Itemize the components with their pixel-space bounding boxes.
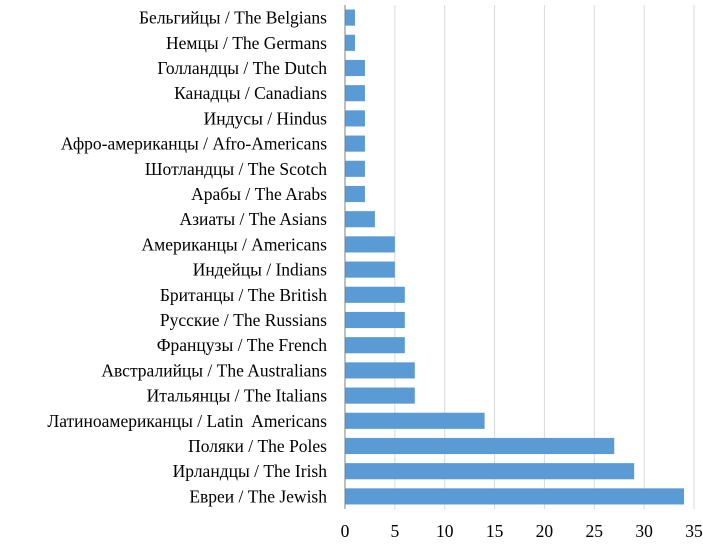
bar [345,412,485,429]
x-tick-label: 5 [390,521,399,541]
x-tick-label: 25 [586,521,604,541]
bar [345,463,635,480]
bar [345,286,405,303]
category-label: Канадцы / Canadians [174,83,327,103]
bar [345,387,415,404]
category-label: Ирландцы / The Irish [173,461,328,481]
category-label: Латиноамериканцы / Latin Americans [47,411,327,431]
bar [345,311,405,329]
category-label: Голландцы / The Dutch [157,58,327,78]
bar [345,85,365,102]
category-label: Арабы / The Arabs [191,184,327,204]
grid-lines [394,5,695,509]
category-label: Итальянцы / The Italians [147,386,328,406]
category-label: Афро-американцы / Afro-Americans [61,134,327,154]
category-label: Азиаты / The Asians [179,209,327,229]
bar [345,59,365,77]
category-label: Русские / The Russians [160,310,327,330]
category-label: Французы / The French [157,335,328,355]
x-tick-label: 30 [635,521,653,541]
category-label: Американцы / Americans [141,234,327,254]
x-tick-labels: 0 5 10 15 20 25 30 35 [341,521,703,541]
bar [345,211,375,228]
category-label: Шотландцы / The Scotch [145,159,327,179]
bar [345,261,395,278]
category-label: Британцы / The British [160,285,327,305]
category-labels: Бельгийцы / The Belgians Немцы / The Germ… [47,8,327,507]
bar [345,110,365,127]
bar [345,437,615,455]
bar [345,362,415,379]
category-label: Индейцы / Indians [193,260,327,280]
x-tick-label: 0 [341,521,350,541]
bar [345,185,365,203]
category-label: Поляки / The Poles [188,436,327,456]
category-label: Бельгийцы / The Belgians [139,8,327,28]
category-label: Евреи / The Jewish [189,486,327,506]
bar [345,337,405,354]
bar [345,236,395,253]
category-label: Индусы / Hindus [204,108,328,128]
x-tick-label: 20 [536,521,554,541]
x-tick-label: 15 [486,521,504,541]
bar [345,135,365,152]
x-tick-label: 10 [436,521,454,541]
bar [345,9,355,26]
bar [345,488,685,505]
bars [345,9,685,505]
category-label: Австралийцы / The Australians [101,360,327,380]
bar [345,34,355,51]
bar [345,160,365,177]
category-label: Немцы / The Germans [166,33,327,53]
x-tick-label: 35 [685,521,703,541]
